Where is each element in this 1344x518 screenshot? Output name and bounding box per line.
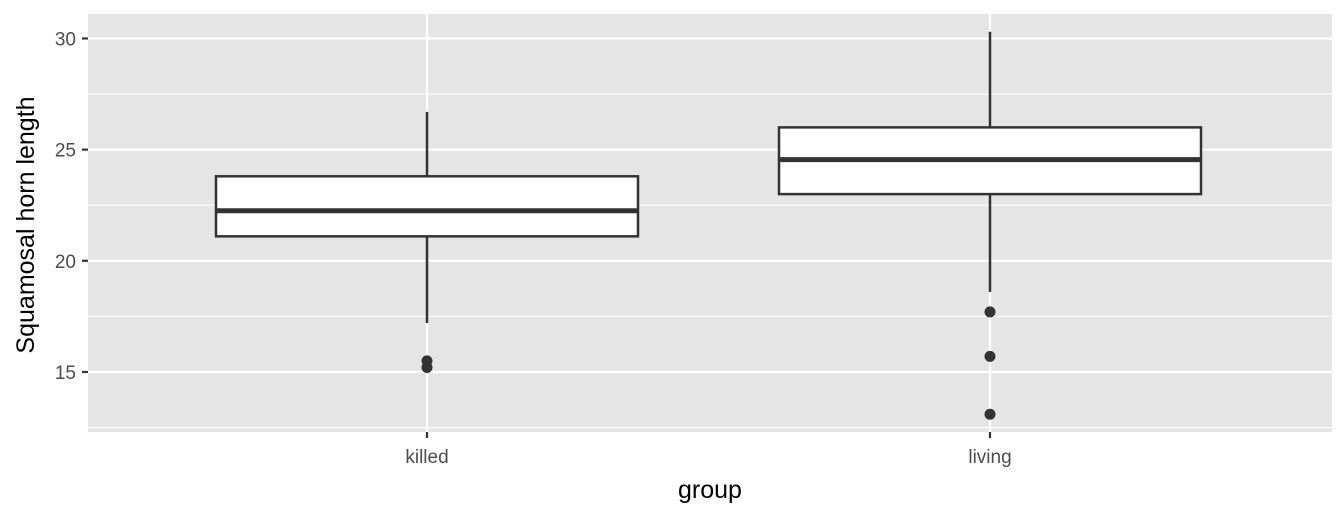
x-tick-label: living <box>968 447 1011 468</box>
box-group <box>214 31 1203 420</box>
outlier-point <box>421 362 433 374</box>
y-tick-label: 15 <box>55 363 76 384</box>
outlier-point <box>984 350 996 362</box>
y-tick-label: 25 <box>55 141 76 162</box>
outlier-point <box>984 306 996 318</box>
outlier-point <box>984 408 996 420</box>
y-tick-label: 20 <box>55 252 76 273</box>
y-axis-title: Squamosal horn length <box>12 96 40 353</box>
y-tick-label: 30 <box>55 29 76 50</box>
axes: 15 20 25 30 killed living <box>55 29 1012 468</box>
x-tick-label: killed <box>405 447 448 468</box>
box-killed <box>214 111 640 374</box>
box-iqr <box>214 175 640 238</box>
x-axis-title: group <box>678 476 742 504</box>
box-living <box>777 31 1203 420</box>
